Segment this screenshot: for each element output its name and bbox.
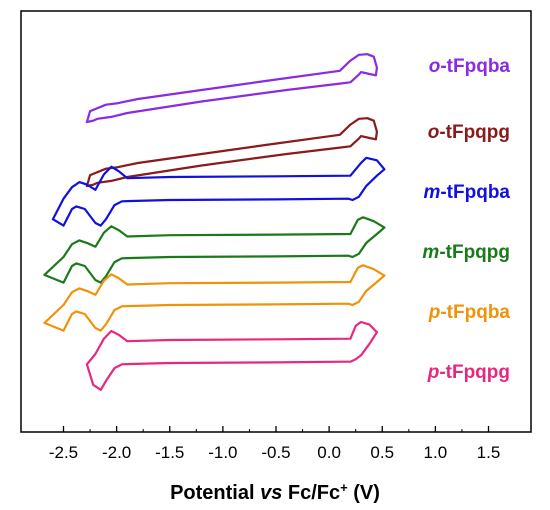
series-line — [85, 53, 378, 124]
series-label: m-tFpqpg — [422, 242, 510, 263]
x-tick-label: -0.5 — [261, 443, 290, 462]
series-label: o-tFpqba — [429, 56, 511, 77]
x-tick-label: -2.0 — [102, 443, 131, 462]
series-labels: o-tFpqba o-tFpqpg m-tFpqba m-tFpqpg p-tFpqba… — [422, 56, 510, 383]
series-label: p-tFpqba — [428, 302, 511, 323]
x-tick-label: 1.5 — [477, 443, 501, 462]
series-label: o-tFpqpg — [428, 122, 510, 143]
x-tick-label: 1.0 — [424, 443, 448, 462]
series-curves — [43, 53, 386, 391]
x-tick-label: 0.0 — [317, 443, 341, 462]
x-tick-label: -1.5 — [155, 443, 184, 462]
series-line — [43, 264, 386, 332]
series-line — [43, 216, 386, 284]
series-line — [85, 320, 378, 391]
x-axis: -2.5 -2.0 -1.5 -1.0 -0.5 0.0 0.5 1.0 1.5 — [49, 426, 500, 462]
series-line — [85, 117, 378, 188]
x-tick-label: -2.5 — [49, 443, 78, 462]
x-tick-label: -1.0 — [208, 443, 237, 462]
series-label: p-tFpqpg — [427, 362, 510, 383]
x-tick-label: 0.5 — [370, 443, 394, 462]
series-line — [51, 156, 386, 227]
x-axis-label: Potential vs Fc/Fc+ (V) — [170, 480, 380, 505]
series-label: m-tFpqba — [423, 182, 510, 203]
